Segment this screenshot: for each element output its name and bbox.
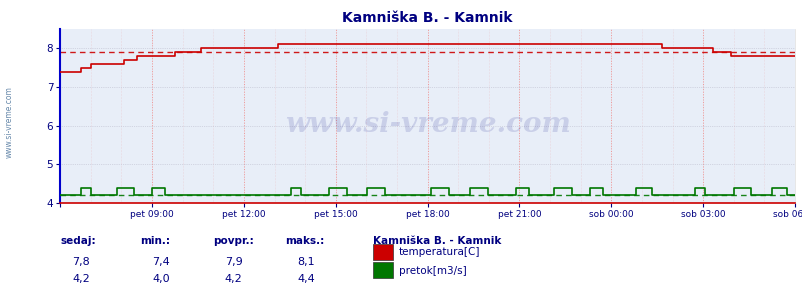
Text: www.si-vreme.com: www.si-vreme.com [284,111,570,138]
Text: sedaj:: sedaj: [60,236,95,246]
Text: pretok[m3/s]: pretok[m3/s] [399,266,466,276]
Text: min.:: min.: [140,236,170,246]
Text: 4,2: 4,2 [225,274,242,284]
Text: maks.:: maks.: [285,236,324,246]
Title: Kamniška B. - Kamnik: Kamniška B. - Kamnik [342,11,512,25]
Text: www.si-vreme.com: www.si-vreme.com [5,86,14,158]
Text: 4,4: 4,4 [297,274,314,284]
Text: 7,4: 7,4 [152,257,170,267]
Text: 7,8: 7,8 [72,257,90,267]
Text: temperatura[C]: temperatura[C] [399,247,480,257]
Text: povpr.:: povpr.: [213,236,253,246]
Text: 7,9: 7,9 [225,257,242,267]
Text: 8,1: 8,1 [297,257,314,267]
Text: 4,2: 4,2 [72,274,90,284]
Text: 4,0: 4,0 [152,274,170,284]
Text: Kamniška B. - Kamnik: Kamniška B. - Kamnik [373,236,501,246]
